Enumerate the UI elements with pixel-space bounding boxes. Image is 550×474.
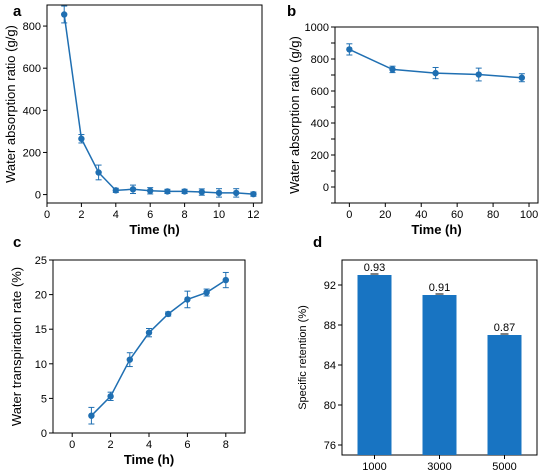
panel-c-xtick-label: 6 — [184, 439, 190, 451]
panel-a-data-point — [198, 188, 205, 196]
panel-b-data-point — [346, 46, 353, 53]
panel-c-data-point — [165, 310, 172, 318]
panel-d-ytick-label: 92 — [324, 280, 336, 292]
panel-b-frame — [334, 26, 539, 204]
panel-b-ytick-label: 800 — [311, 54, 329, 66]
panel-c-xtick-label: 4 — [146, 439, 152, 451]
panel-c-xlabel: Time (h) — [124, 452, 174, 467]
panel-c-xtick-label: 8 — [223, 439, 229, 451]
panel-c-series-line — [90, 279, 227, 417]
panel-a-data-point — [95, 169, 102, 176]
panel-b-ytick-label: 1000 — [305, 22, 329, 34]
panel-b-ytick-label: 600 — [311, 86, 329, 98]
panel-a-xlabel: Time (h) — [129, 222, 179, 237]
panel-c-data-point — [145, 329, 153, 336]
panel-b-xtick-label: 40 — [415, 209, 427, 221]
panel-d-data-label: 0.93 — [364, 262, 385, 274]
panel-a-ytick-label: 200 — [23, 147, 41, 159]
panel-c-data-point — [184, 296, 191, 303]
panel-b-xtick-label: 100 — [520, 209, 538, 221]
panel-d-ytick-label: 80 — [324, 400, 336, 412]
panel-b-xtick-label: 60 — [451, 209, 463, 221]
panel-d-category-label: 3000 — [427, 461, 451, 473]
panel-c-ytick-label: 25 — [35, 255, 47, 267]
panel-d-category-label: 5000 — [492, 461, 516, 473]
panel-a-data-point — [147, 187, 154, 194]
panel-c-letter: c — [13, 234, 21, 251]
panel-a-xtick-label: 4 — [113, 209, 119, 221]
panel-d-ylabel: Specific retention (%) — [297, 305, 309, 410]
panel-a-xtick-label: 6 — [147, 209, 153, 221]
panel-a-data-point — [112, 187, 120, 194]
panel-d-data-label: 0.91 — [429, 282, 450, 294]
panel-a-ytick-label: 600 — [23, 63, 41, 75]
panel-a-xtick-label: 0 — [44, 209, 50, 221]
panel-c-ytick-label: 0 — [41, 428, 47, 440]
panel-d-ytick-label: 76 — [324, 440, 336, 452]
panel-a-xtick-label: 12 — [247, 209, 259, 221]
panel-c-xtick-label: 0 — [69, 439, 75, 451]
panel-a-data-point — [78, 135, 85, 142]
panel-b-ytick-label: 400 — [311, 118, 329, 130]
panel-b-ylabel: Water absorption ratio (g/g) — [287, 36, 302, 194]
panel-d-category-label: 1000 — [362, 461, 386, 473]
panel-a-letter: a — [13, 3, 22, 20]
panel-a-data-point — [250, 190, 257, 198]
panel-d-bar — [487, 335, 522, 455]
panel-c-ytick-label: 10 — [35, 359, 47, 371]
panel-a-ytick-label: 0 — [35, 190, 41, 202]
panel-c-data-point — [126, 356, 133, 363]
panel-a-ytick-label: 400 — [23, 105, 41, 117]
panel-c-ytick-label: 20 — [35, 290, 47, 302]
panel-d-ytick-label: 88 — [324, 320, 336, 332]
panel-a-data-point — [60, 11, 68, 18]
panel-b-xtick-label: 0 — [346, 209, 352, 221]
panel-b-xtick-label: 20 — [379, 209, 391, 221]
panel-a-ylabel: Water absorption ratio (g/g) — [3, 25, 18, 183]
panel-d-bar — [422, 295, 457, 455]
panel-c-ytick-label: 15 — [35, 324, 47, 336]
panel-a-xtick-label: 10 — [213, 209, 225, 221]
panel-a-frame — [46, 4, 263, 204]
panel-a-data-point — [164, 188, 171, 195]
panel-b-xlabel: Time (h) — [411, 222, 461, 237]
panel-a-xtick-label: 2 — [78, 209, 84, 221]
panel-a-data-point — [181, 188, 188, 195]
panel-b-letter: b — [287, 3, 296, 20]
panel-d-letter: d — [313, 234, 322, 251]
panel-a-data-point — [233, 189, 240, 197]
panel-a-data-point — [129, 186, 137, 193]
panel-b-data-point — [389, 66, 396, 73]
panel-d-data-label: 0.87 — [494, 322, 515, 334]
panel-d-bar — [357, 275, 392, 455]
panel-b-data-point — [518, 74, 526, 81]
panel-c-ytick-label: 5 — [41, 393, 47, 405]
panel-c-xtick-label: 2 — [108, 439, 114, 451]
panel-c-ylabel: Water transpiration rate (%) — [9, 267, 24, 426]
panel-a-ytick-label: 800 — [23, 21, 41, 33]
panel-a-xtick-label: 8 — [182, 209, 188, 221]
panel-c-data-point — [88, 412, 95, 419]
panel-b-data-point — [475, 71, 482, 78]
panel-a-data-point — [215, 189, 223, 197]
panel-b-data-point — [432, 69, 439, 77]
panel-a-series-line — [63, 14, 254, 195]
panel-b-ytick-label: 0 — [323, 182, 329, 194]
panel-b-xtick-label: 80 — [487, 209, 499, 221]
panel-c-data-point — [107, 393, 114, 400]
panel-d-ytick-label: 84 — [324, 360, 336, 372]
panel-c-data-point — [203, 289, 210, 296]
panel-c-data-point — [222, 276, 229, 284]
panel-b-ytick-label: 200 — [311, 150, 329, 162]
